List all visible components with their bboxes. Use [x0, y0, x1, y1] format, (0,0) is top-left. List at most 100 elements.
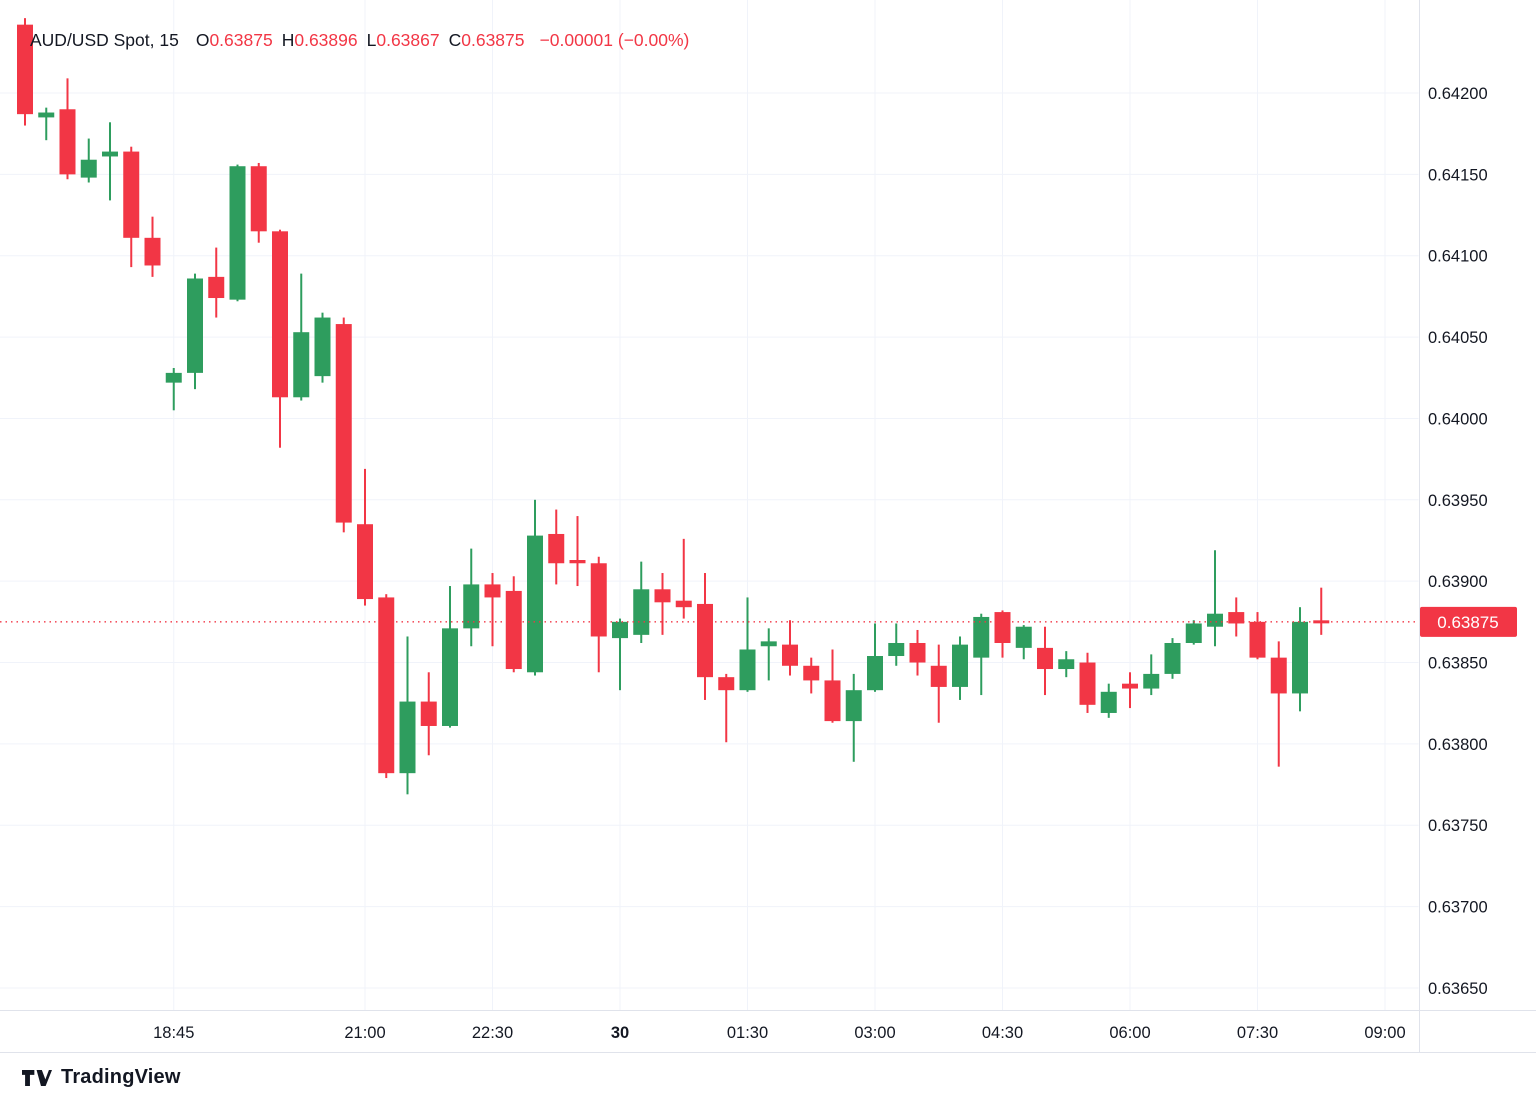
candle-03:45	[930, 644, 947, 723]
time-axis-label: 22:30	[472, 1024, 513, 1042]
candle-05:45	[1100, 683, 1117, 718]
candle-04:15	[973, 613, 990, 696]
time-axis-label: 01:30	[727, 1024, 768, 1042]
candle-07:00	[1207, 550, 1223, 647]
candle-02:00	[782, 620, 798, 676]
open-label: O	[195, 30, 210, 50]
candle-23:00	[527, 499, 543, 676]
candle-21:45	[420, 672, 437, 756]
change-readout: −0.00001 (−0.00%)	[539, 30, 690, 50]
candle-20:15	[293, 273, 310, 401]
candle-23:15	[548, 509, 565, 585]
price-axis-label: 0.63700	[1428, 899, 1488, 917]
candle-18:30	[144, 216, 161, 277]
price-axis-label: 0.63800	[1428, 736, 1488, 754]
close-value: 0.63875	[461, 30, 525, 50]
time-axis-label: 07:30	[1237, 1024, 1278, 1042]
candle-18:00	[102, 122, 118, 201]
high-value: 0.63896	[294, 30, 358, 50]
candle-20:45	[335, 317, 352, 533]
candle-03:30	[909, 629, 926, 676]
candle-03:15	[888, 623, 905, 666]
candle-19:30	[229, 164, 246, 302]
candle-17:45	[80, 138, 97, 183]
candle-17:15	[38, 107, 55, 141]
candle-05:30	[1079, 652, 1096, 713]
price-axis-label: 0.63750	[1428, 817, 1488, 835]
candle-04:30	[994, 610, 1011, 658]
candle-04:45	[1015, 625, 1032, 660]
time-axis-label: 18:45	[153, 1024, 194, 1042]
close-label: C	[448, 30, 462, 50]
candle-05:00	[1037, 626, 1053, 696]
candle-17:30	[59, 78, 76, 180]
tradingview-brand-text: TradingView	[61, 1066, 181, 1088]
candle-00:00	[612, 618, 628, 691]
candle-22:45	[505, 576, 522, 673]
price-axis-label: 0.64200	[1428, 85, 1488, 103]
low-value: 0.63867	[376, 30, 440, 50]
svg-text:0.63875: 0.63875	[1437, 613, 1498, 632]
candle-18:45	[165, 367, 182, 411]
time-axis-label: 04:30	[982, 1024, 1023, 1042]
candle-01:15	[718, 673, 735, 743]
candle-19:45	[250, 162, 267, 243]
candle-18:15	[123, 146, 140, 268]
candle-22:00	[442, 586, 458, 728]
low-label: L	[366, 30, 377, 50]
time-axis-label: 30	[611, 1024, 629, 1042]
time-axis-label: 21:00	[344, 1024, 385, 1042]
candle-20:30	[314, 312, 331, 383]
candle-22:30	[484, 573, 501, 647]
high-readout: H0.63896	[282, 30, 358, 51]
candle-06:00	[1122, 672, 1138, 709]
high-label: H	[281, 30, 295, 50]
symbol-title[interactable]: AUD/USD Spot, 15	[30, 30, 179, 50]
candle-03:00	[867, 623, 883, 692]
candle-00:30	[654, 573, 671, 635]
tradingview-logo-link[interactable]: TradingView	[22, 1066, 181, 1089]
time-axis-label: 03:00	[854, 1024, 895, 1042]
price-axis-label: 0.63650	[1428, 980, 1488, 998]
candle-00:15	[633, 561, 650, 643]
candle-19:15	[208, 247, 225, 318]
time-axis-label: 09:00	[1364, 1024, 1405, 1042]
price-axis-label: 0.63950	[1428, 492, 1488, 510]
price-axis-label: 0.64100	[1428, 248, 1488, 266]
open-value: 0.63875	[209, 30, 273, 50]
candle-06:45	[1185, 620, 1202, 645]
candle-01:00	[697, 573, 713, 700]
price-axis-label: 0.63850	[1428, 655, 1488, 673]
candle-07:15	[1228, 597, 1245, 637]
candle-02:15	[803, 657, 820, 694]
candle-20:00	[272, 229, 288, 448]
price-axis-label: 0.64000	[1428, 410, 1488, 428]
candle-02:30	[824, 649, 841, 723]
low-readout: L0.63867	[367, 30, 440, 51]
candle-23:45	[590, 556, 607, 673]
candle-00:45	[675, 538, 692, 619]
price-axis-label: 0.64050	[1428, 329, 1488, 347]
candle-04:00	[952, 636, 968, 700]
tradingview-icon	[22, 1069, 52, 1086]
ohlc-legend: AUD/USD Spot, 15 O0.63875 H0.63896 L0.63…	[30, 30, 689, 51]
candle-17:00	[17, 18, 33, 126]
candle-07:30	[1249, 612, 1266, 660]
candle-21:00	[357, 468, 373, 606]
price-axis-label: 0.63900	[1428, 573, 1488, 591]
candle-02:45	[845, 673, 862, 762]
candle-21:15	[378, 594, 395, 779]
candle-08:00	[1292, 607, 1308, 712]
candle-05:15	[1058, 651, 1075, 678]
candle-23:30	[569, 516, 586, 587]
last-price-tag: 0.63875	[1420, 606, 1517, 637]
time-axis-label: 06:00	[1109, 1024, 1150, 1042]
price-axis-label: 0.64150	[1428, 166, 1488, 184]
candle-21:30	[399, 636, 416, 795]
candle-06:15	[1143, 654, 1160, 696]
candle-07:45	[1270, 641, 1287, 767]
candle-08:15	[1313, 587, 1330, 635]
candle-01:45	[760, 628, 777, 681]
